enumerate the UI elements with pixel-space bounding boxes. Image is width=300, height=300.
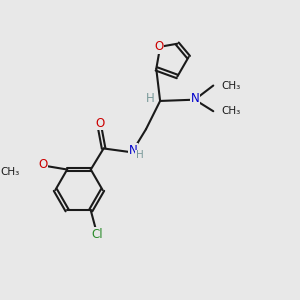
- Text: CH₃: CH₃: [221, 80, 240, 91]
- Text: N: N: [190, 92, 199, 105]
- Text: N: N: [129, 144, 137, 157]
- Text: CH₃: CH₃: [221, 106, 240, 116]
- Text: H: H: [146, 92, 155, 105]
- Text: H: H: [136, 150, 143, 161]
- Text: Cl: Cl: [92, 228, 103, 241]
- Text: O: O: [154, 40, 164, 53]
- Text: CH₃: CH₃: [0, 167, 19, 177]
- Text: O: O: [95, 117, 104, 130]
- Text: O: O: [38, 158, 47, 171]
